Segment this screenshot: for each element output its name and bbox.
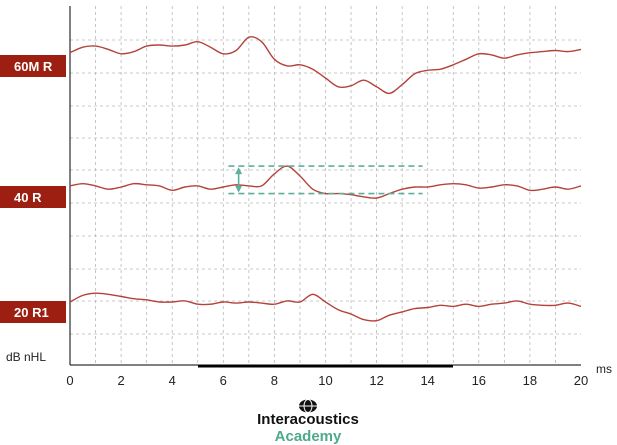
logo-sub-text: Academy xyxy=(275,428,342,445)
x-tick-label: 16 xyxy=(472,373,486,388)
x-tick-labels: 0 2 4 6 8 10 12 14 16 18 20 xyxy=(66,373,588,388)
x-tick-label: 12 xyxy=(369,373,383,388)
x-tick-label: 14 xyxy=(420,373,434,388)
interacoustics-logo: Interacoustics Academy xyxy=(257,399,359,445)
amplitude-arrow-head-down xyxy=(235,185,243,193)
trace-label-badge xyxy=(0,301,66,323)
waveform-traces xyxy=(69,36,582,322)
trace-label: 40 R xyxy=(0,186,66,208)
x-tick-label: 8 xyxy=(271,373,278,388)
trace-label-text: 40 R xyxy=(14,190,42,205)
x-tick-label: 20 xyxy=(574,373,588,388)
trace-label-text: 60M R xyxy=(14,59,53,74)
x-tick-label: 2 xyxy=(117,373,124,388)
x-tick-label: 6 xyxy=(220,373,227,388)
x-tick-label: 10 xyxy=(318,373,332,388)
trace-label: 20 R1 xyxy=(0,301,66,323)
trace-label-text: 20 R1 xyxy=(14,305,49,320)
trace-label: 60M R xyxy=(0,55,66,77)
waveform-trace xyxy=(69,165,582,199)
waveform-trace xyxy=(69,292,582,322)
waveform-trace xyxy=(69,36,582,95)
trace-label-badge xyxy=(0,55,66,77)
x-tick-label: 0 xyxy=(66,373,73,388)
y-axis-unit: dB nHL xyxy=(6,350,46,364)
logo-brand-text: Interacoustics xyxy=(257,411,359,428)
trace-labels: 60M R 40 R 20 R1 xyxy=(0,55,66,323)
amplitude-arrow-head-up xyxy=(235,167,243,175)
trace-label-badge xyxy=(0,186,66,208)
amplitude-marker xyxy=(228,165,423,195)
x-axis-unit: ms xyxy=(596,362,612,376)
chart-grid xyxy=(70,6,581,365)
x-tick-label: 18 xyxy=(523,373,537,388)
x-tick-label: 4 xyxy=(169,373,176,388)
globe-icon xyxy=(299,399,317,413)
